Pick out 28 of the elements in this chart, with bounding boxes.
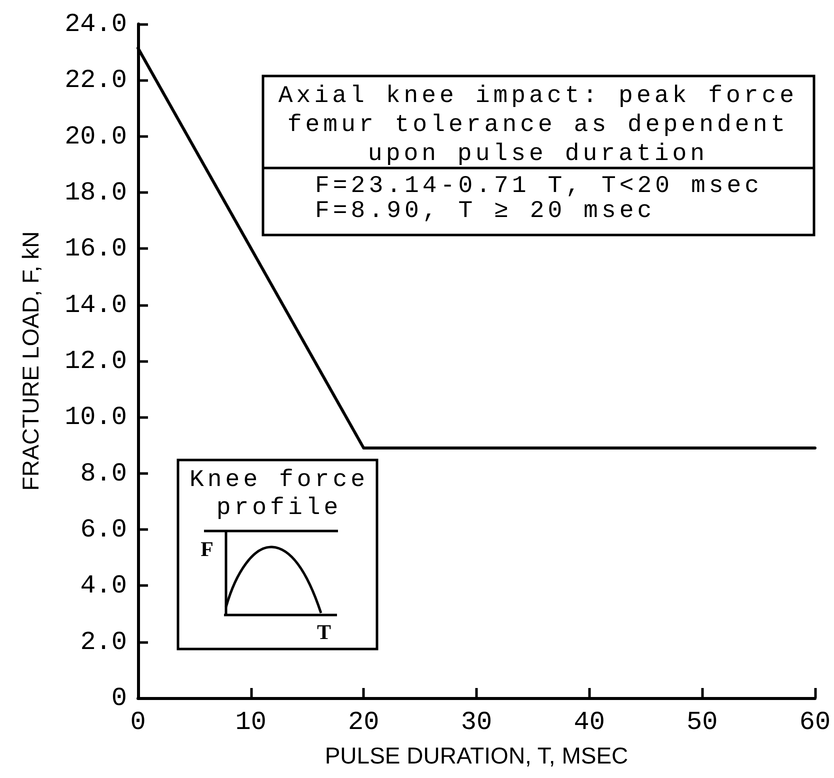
x-tick-label: 30 [460, 707, 492, 737]
y-tick-label: 6.0 [80, 514, 127, 544]
x-tick-label: 40 [574, 707, 605, 737]
x-tick-label: 60 [799, 707, 831, 737]
y-tick-label: 24.0 [64, 9, 127, 39]
y-tick-label: 8.0 [80, 458, 127, 488]
x-axis-title: PULSE DURATION, T, MSEC [324, 742, 628, 768]
y-tick-label: 4.0 [80, 570, 127, 601]
y-tick-label: 14.0 [64, 290, 127, 320]
annotation: Knee force profile [189, 466, 369, 522]
y-tick-label: 20.0 [64, 121, 127, 152]
y-tick-label: 2.0 [80, 626, 127, 657]
x-tick-label: 0 [130, 707, 146, 737]
y-tick-label: 18.0 [64, 178, 127, 208]
annotation: F [200, 537, 214, 561]
x-tick-label: 20 [348, 707, 380, 737]
y-tick-label: 16.0 [64, 234, 127, 264]
y-axis-title: FRACTURE LOAD, F, kN [18, 231, 44, 491]
annotation: T [316, 620, 332, 644]
annotation: F=23.14-0.71 T, T<20 msec [315, 172, 763, 200]
x-tick-label: 50 [686, 707, 718, 737]
y-tick-label: 22.0 [64, 65, 127, 96]
y-tick-label: 12.0 [64, 346, 127, 376]
x-tick-label: 10 [235, 707, 266, 737]
annotation: F=8.90, T ≥ 20 msec [315, 198, 656, 224]
y-tick-label: 0 [111, 683, 127, 713]
y-tick-label: 10.0 [64, 402, 127, 432]
annotation: Axial knee impact: peak force femur tolerance as dependent upon pulse duration [278, 82, 798, 168]
